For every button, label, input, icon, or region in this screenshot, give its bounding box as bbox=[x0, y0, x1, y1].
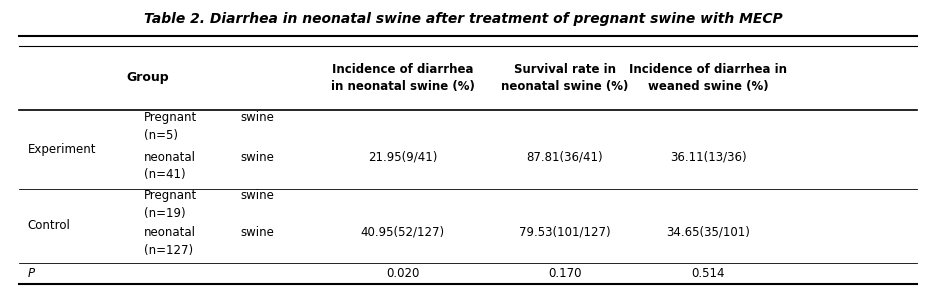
Text: (n=127): (n=127) bbox=[144, 244, 193, 257]
Text: 40.95(52/127): 40.95(52/127) bbox=[361, 226, 444, 239]
Text: Pregnant: Pregnant bbox=[144, 189, 197, 202]
Text: neonatal: neonatal bbox=[144, 151, 195, 164]
Text: swine: swine bbox=[241, 151, 275, 164]
Text: swine: swine bbox=[241, 189, 275, 202]
Text: (n=41): (n=41) bbox=[144, 168, 185, 181]
Text: 87.81(36/41): 87.81(36/41) bbox=[527, 151, 603, 164]
Text: Group: Group bbox=[127, 72, 169, 84]
Text: 0.020: 0.020 bbox=[386, 267, 419, 280]
Text: 36.11(13/36): 36.11(13/36) bbox=[670, 151, 746, 164]
Text: 0.170: 0.170 bbox=[548, 267, 582, 280]
Text: 79.53(101/127): 79.53(101/127) bbox=[519, 226, 610, 239]
Text: swine: swine bbox=[241, 226, 275, 239]
Text: Survival rate in
neonatal swine (%): Survival rate in neonatal swine (%) bbox=[501, 63, 629, 93]
Text: P: P bbox=[28, 267, 35, 280]
Text: Control: Control bbox=[28, 219, 70, 232]
Text: Table 2. Diarrhea in neonatal swine after treatment of pregnant swine with MECP: Table 2. Diarrhea in neonatal swine afte… bbox=[144, 12, 782, 26]
Text: 21.95(9/41): 21.95(9/41) bbox=[369, 151, 437, 164]
Text: Incidence of diarrhea in
weaned swine (%): Incidence of diarrhea in weaned swine (%… bbox=[630, 63, 787, 93]
Text: neonatal: neonatal bbox=[144, 226, 195, 239]
Text: (n=19): (n=19) bbox=[144, 207, 185, 219]
Text: 34.65(35/101): 34.65(35/101) bbox=[667, 226, 750, 239]
Text: Pregnant: Pregnant bbox=[144, 111, 197, 124]
Text: Incidence of diarrhea
in neonatal swine (%): Incidence of diarrhea in neonatal swine … bbox=[331, 63, 475, 93]
Text: Experiment: Experiment bbox=[28, 143, 96, 156]
Text: 0.514: 0.514 bbox=[692, 267, 725, 280]
Text: swine: swine bbox=[241, 111, 275, 124]
Text: (n=5): (n=5) bbox=[144, 129, 178, 142]
